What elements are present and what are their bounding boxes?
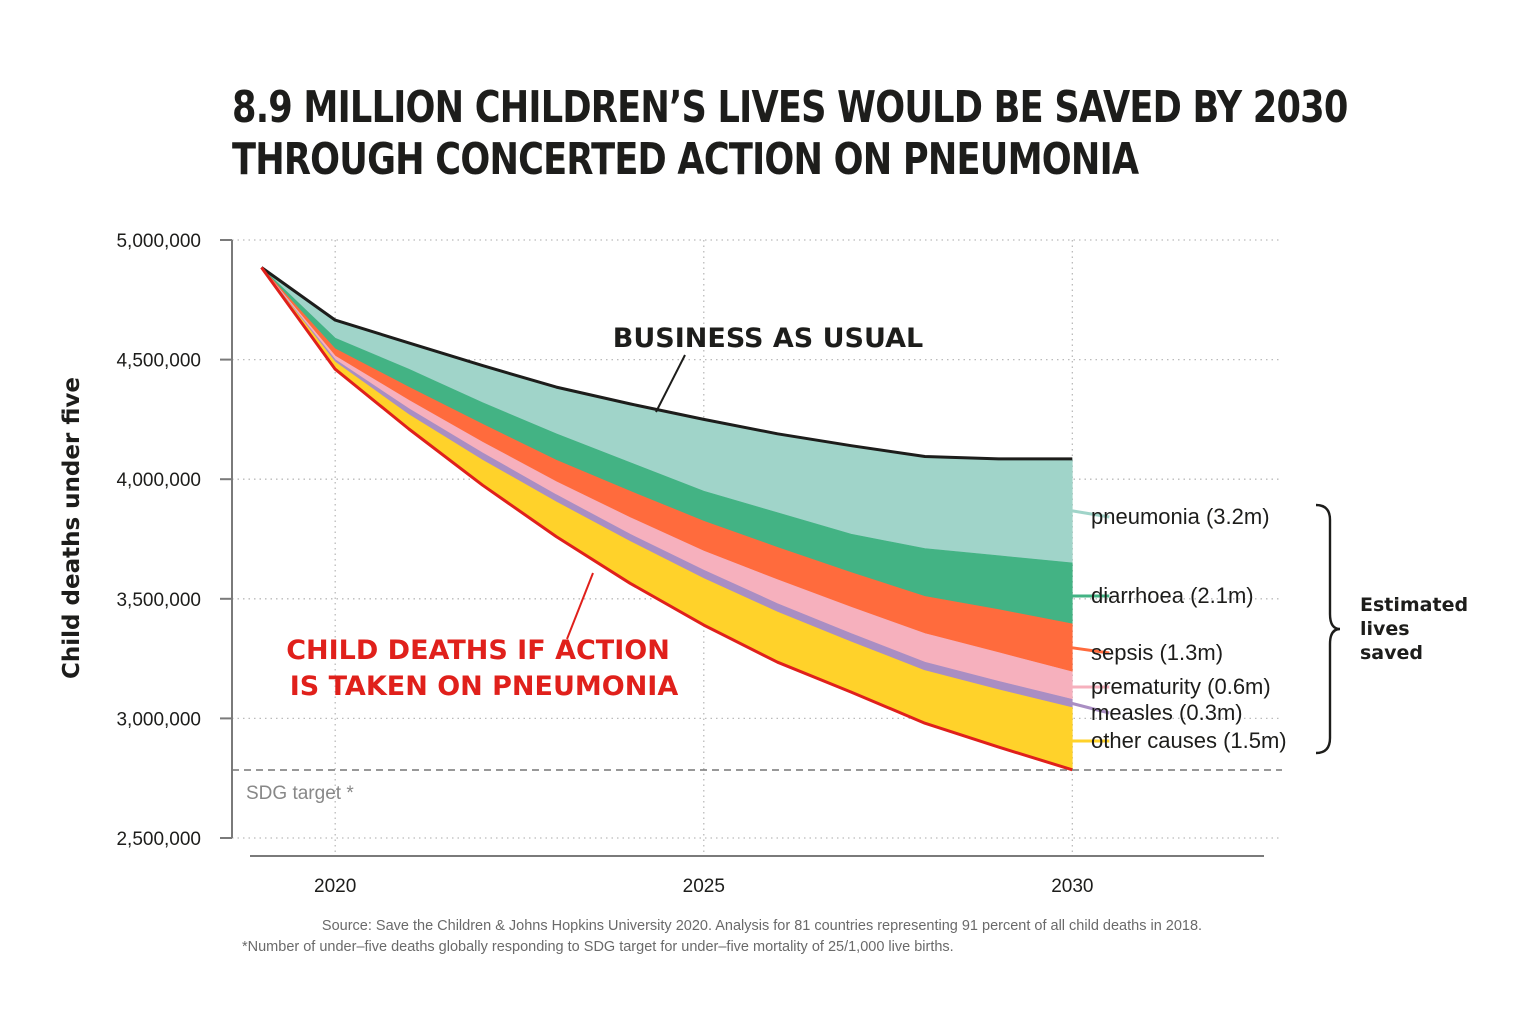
legend-label-other: other causes (1.5m) (1091, 728, 1287, 753)
legend-swatch-measles (1071, 702, 1110, 715)
legend-label-diarrhoea: diarrhoea (2.1m) (1091, 583, 1254, 608)
estimated-lives-bracket (1315, 503, 1341, 755)
outline-series (260, 266, 1073, 772)
legend: pneumonia (3.2m) diarrhoea (2.1m) sepsis (… (1071, 504, 1287, 753)
legend-swatch-pneumonia (1072, 509, 1110, 519)
action-label-line-2: IS TAKEN ON PNEUMONIA (290, 671, 679, 702)
y-tick-label-1: 4,500,000 (116, 351, 201, 372)
bracket-label-line-2: lives (1360, 618, 1410, 640)
sdg-footnote: *Number of under–five deaths globally re… (242, 939, 954, 955)
y-tick-label-5: 2,500,000 (116, 829, 201, 850)
legend-swatch-sepsis (1072, 646, 1110, 655)
action-leader-line (566, 572, 594, 640)
x-tick-label-0: 2020 (314, 876, 356, 897)
bracket-label-line-3: saved (1360, 642, 1423, 664)
action-taken-line (260, 266, 1073, 772)
legend-label-pneumonia: pneumonia (3.2m) (1091, 504, 1270, 529)
y-tick-labels: 5,000,000 4,500,000 4,000,000 3,500,000 3,00… (116, 231, 201, 850)
x-tick-label-2: 2030 (1051, 876, 1093, 897)
action-label-line-1: CHILD DEATHS IF ACTION (286, 635, 670, 666)
chart-title: 8.9 MILLION CHILDREN’S LIVES WOULD BE SA… (232, 82, 1348, 186)
y-tick-label-2: 4,000,000 (116, 470, 201, 491)
business-as-usual-line (260, 266, 1073, 461)
y-tick-label-3: 3,500,000 (116, 590, 201, 611)
y-tick-label-0: 5,000,000 (116, 231, 201, 252)
area-series (261, 267, 1073, 771)
legend-label-measles: measles (0.3m) (1091, 700, 1243, 725)
axes (220, 239, 1264, 857)
legend-label-sepsis: sepsis (1.3m) (1091, 640, 1223, 665)
source-footnote: Source: Save the Children & Johns Hopkin… (321, 918, 1203, 934)
legend-label-prematurity: prematurity (0.6m) (1091, 674, 1271, 699)
business-as-usual-label: BUSINESS AS USUAL (613, 323, 923, 354)
sdg-target-label: SDG target * (246, 783, 354, 804)
y-axis-label: Child deaths under five (59, 377, 85, 679)
x-tick-label-1: 2025 (683, 876, 725, 897)
business-leader-line (655, 354, 686, 413)
title-line-1: 8.9 MILLION CHILDREN’S LIVES WOULD BE SA… (232, 82, 1348, 133)
y-tick-label-4: 3,000,000 (116, 709, 201, 730)
bracket-label-line-1: Estimated (1360, 594, 1468, 616)
x-tick-labels: 2020 2025 2030 (314, 876, 1093, 897)
title-line-2: THROUGH CONCERTED ACTION ON PNEUMONIA (232, 134, 1139, 185)
